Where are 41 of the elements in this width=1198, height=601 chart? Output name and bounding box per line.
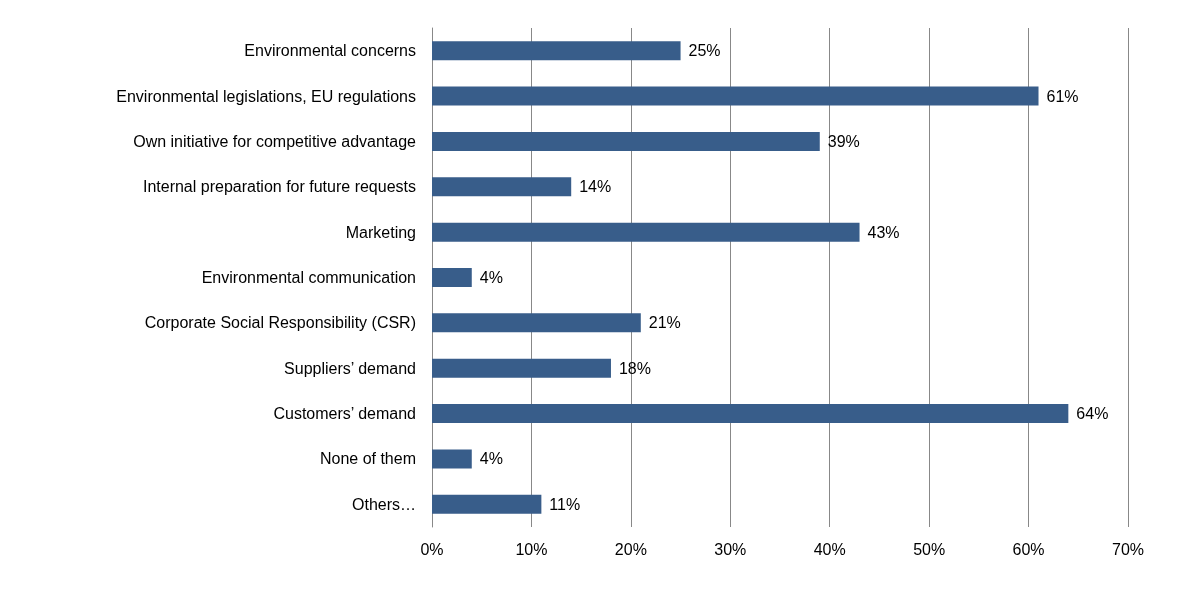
x-tick-label: 10% [515, 540, 548, 558]
y-tick-label: Customers’ demand [273, 405, 416, 423]
y-tick-label: Environmental legislations, EU regulations [116, 87, 416, 105]
bar [432, 358, 611, 378]
data-label: 14% [579, 178, 612, 196]
bar [432, 177, 572, 197]
y-tick-label: Corporate Social Responsibility (CSR) [144, 314, 416, 332]
y-tick-label: Environmental concerns [244, 42, 416, 60]
x-tick-label: 40% [813, 540, 846, 558]
bar [432, 41, 681, 61]
x-tick-label: 0% [420, 540, 444, 558]
x-tick-label: 70% [1111, 540, 1145, 558]
bar [432, 86, 1039, 106]
data-label: 61% [1046, 87, 1079, 105]
x-tick-label: 20% [614, 540, 647, 558]
y-tick-label: Others… [351, 495, 416, 513]
bar [432, 268, 472, 287]
data-label: 4% [479, 269, 503, 286]
data-label: 11% [549, 495, 581, 513]
bar [432, 404, 1069, 424]
bar [432, 131, 820, 151]
y-tick-label: Marketing [345, 223, 416, 241]
bar [432, 222, 860, 242]
bar [432, 494, 542, 514]
data-label: 43% [867, 223, 900, 241]
data-label: 25% [688, 42, 721, 60]
data-label: 39% [827, 132, 860, 150]
x-tick-label: 50% [913, 540, 946, 558]
x-tick-label: 60% [1012, 540, 1045, 558]
data-label: 64% [1076, 405, 1109, 423]
y-tick-label: Environmental communication [201, 269, 416, 286]
x-tick-label: 30% [714, 540, 747, 558]
y-tick-label: None of them [319, 450, 416, 468]
bar [432, 313, 641, 333]
bar [432, 449, 472, 469]
y-tick-label: Own initiative for competitive advantage [133, 132, 417, 150]
data-label: 21% [648, 314, 681, 332]
data-label: 18% [618, 359, 651, 377]
data-label: 4% [479, 450, 503, 468]
y-tick-label: Suppliers’ demand [284, 359, 416, 377]
y-tick-label: Internal preparation for future requests [142, 178, 416, 196]
